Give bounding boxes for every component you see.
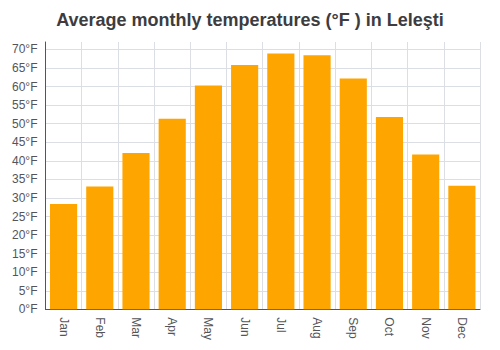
svg-text:Jan: Jan bbox=[57, 317, 71, 336]
svg-text:55°F: 55°F bbox=[12, 98, 37, 112]
svg-text:25°F: 25°F bbox=[12, 210, 37, 224]
svg-text:Aug: Aug bbox=[310, 317, 324, 338]
svg-text:65°F: 65°F bbox=[12, 61, 37, 75]
svg-text:70°F: 70°F bbox=[12, 42, 37, 56]
svg-text:Jun: Jun bbox=[238, 317, 252, 336]
svg-text:60°F: 60°F bbox=[12, 80, 37, 94]
svg-text:20°F: 20°F bbox=[12, 228, 37, 242]
svg-text:Jul: Jul bbox=[274, 317, 288, 332]
svg-text:5°F: 5°F bbox=[19, 284, 38, 298]
svg-text:Mar: Mar bbox=[129, 317, 143, 338]
svg-text:30°F: 30°F bbox=[12, 191, 37, 205]
svg-text:Sep: Sep bbox=[346, 317, 360, 339]
svg-text:Oct: Oct bbox=[382, 317, 396, 336]
svg-text:Apr: Apr bbox=[165, 317, 179, 336]
svg-text:Dec: Dec bbox=[455, 317, 469, 338]
svg-text:May: May bbox=[201, 317, 215, 340]
svg-text:0°F: 0°F bbox=[19, 302, 38, 316]
svg-text:15°F: 15°F bbox=[12, 247, 37, 261]
svg-text:35°F: 35°F bbox=[12, 172, 37, 186]
svg-text:50°F: 50°F bbox=[12, 117, 37, 131]
svg-text:Feb: Feb bbox=[93, 317, 107, 338]
svg-text:45°F: 45°F bbox=[12, 135, 37, 149]
svg-text:40°F: 40°F bbox=[12, 154, 37, 168]
svg-text:Average monthly temperatures (: Average monthly temperatures (°F ) in Le… bbox=[56, 10, 444, 30]
svg-text:10°F: 10°F bbox=[12, 265, 37, 279]
svg-text:Nov: Nov bbox=[419, 317, 433, 338]
